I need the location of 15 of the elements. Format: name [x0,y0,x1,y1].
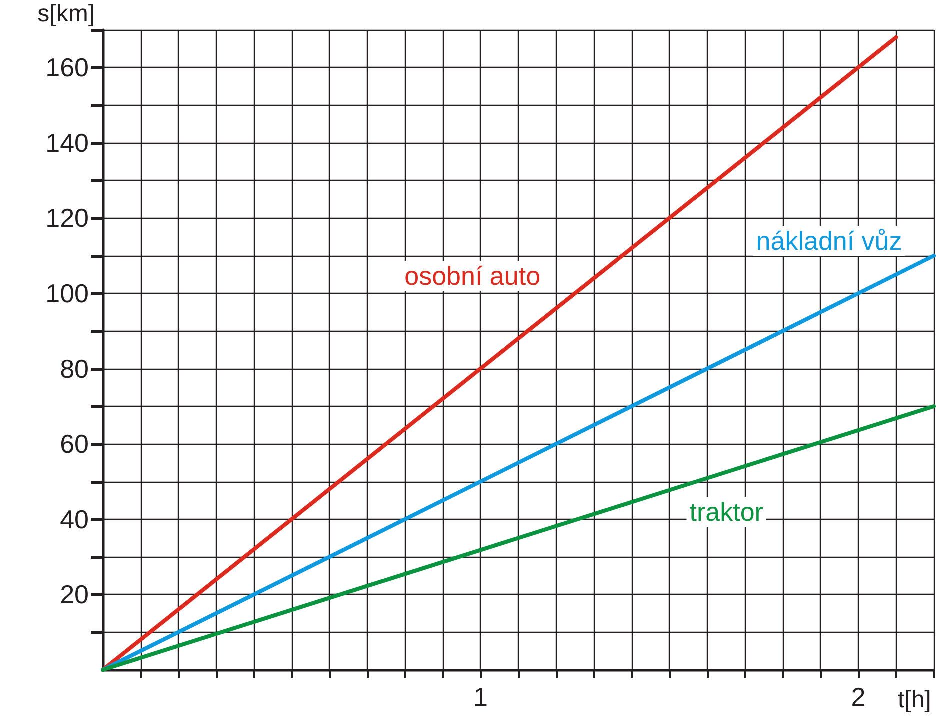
y-axis-title: s[km] [38,0,95,28]
y-tick-label: 40 [60,504,89,534]
series-label: osobní auto [404,260,541,291]
series-label: nákladní vůz [756,226,902,256]
x-tick-label: 2 [851,682,866,712]
series-label: traktor [690,497,764,528]
y-tick-label: 120 [46,203,89,234]
y-tick-label: 20 [60,580,89,610]
y-tick-label: 80 [60,354,89,384]
x-axis-title: t[h] [898,686,932,714]
y-tick-label: 140 [46,128,89,158]
y-tick-label: 160 [46,52,89,83]
x-tick-label: 1 [473,682,488,712]
y-tick-label: 100 [46,278,89,309]
y-tick-label: 60 [60,429,89,460]
